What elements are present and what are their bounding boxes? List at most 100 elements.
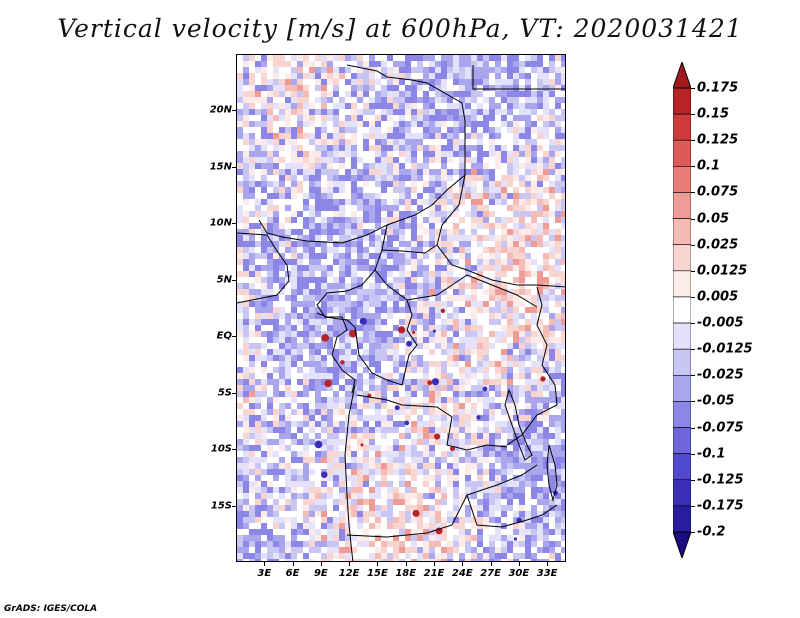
field-cell (393, 487, 400, 494)
field-cell (495, 439, 502, 446)
field-cell (537, 487, 544, 494)
field-cell (393, 199, 400, 206)
field-cell (285, 439, 292, 446)
field-cell (393, 259, 400, 266)
field-cell (255, 421, 262, 428)
field-cell (531, 217, 538, 224)
field-cell (537, 259, 544, 266)
field-cell (369, 439, 376, 446)
field-cell (363, 67, 370, 74)
field-cell (465, 241, 472, 248)
field-cell (351, 121, 358, 128)
field-cell (429, 133, 436, 140)
field-cell (477, 361, 484, 368)
field-cell (297, 517, 304, 524)
field-cell (381, 109, 388, 116)
field-cell (525, 175, 532, 182)
field-cell (519, 181, 526, 188)
field-cell (315, 391, 322, 398)
field-cell (339, 409, 346, 416)
field-cell (513, 139, 520, 146)
field-cell (513, 547, 520, 554)
field-cell (411, 361, 418, 368)
field-cell (249, 505, 256, 512)
field-cell (369, 205, 376, 212)
field-cell (483, 559, 490, 561)
field-cell (345, 265, 352, 272)
field-cell (561, 409, 565, 416)
field-cell (315, 187, 322, 194)
field-cell (525, 277, 532, 284)
field-cell (351, 109, 358, 116)
field-cell (375, 187, 382, 194)
field-cell (375, 301, 382, 308)
field-cell (243, 541, 250, 548)
field-cell (441, 313, 448, 320)
field-cell (363, 73, 370, 80)
field-cell (405, 211, 412, 218)
field-cell (243, 241, 250, 248)
field-cell (543, 511, 550, 518)
field-cell (537, 325, 544, 332)
field-cell (423, 301, 430, 308)
field-cell (405, 457, 412, 464)
field-cell (435, 133, 442, 140)
convective-core (431, 378, 440, 386)
field-cell (531, 451, 538, 458)
field-cell (303, 481, 310, 488)
field-cell (357, 151, 364, 158)
field-cell (309, 67, 316, 74)
field-cell (555, 91, 562, 98)
field-cell (357, 553, 364, 560)
field-cell (243, 391, 250, 398)
field-cell (237, 175, 244, 182)
field-cell (279, 313, 286, 320)
field-cell (333, 367, 340, 374)
field-cell (279, 481, 286, 488)
field-cell (369, 487, 376, 494)
field-cell (519, 331, 526, 338)
field-cell (447, 223, 454, 230)
field-cell (495, 223, 502, 230)
field-cell (465, 121, 472, 128)
field-cell (555, 337, 562, 344)
field-cell (507, 205, 514, 212)
field-cell (465, 469, 472, 476)
field-cell (477, 505, 484, 512)
field-cell (321, 487, 328, 494)
field-cell (513, 187, 520, 194)
field-cell (303, 169, 310, 176)
field-cell (561, 553, 565, 560)
field-cell (519, 265, 526, 272)
field-cell (369, 115, 376, 122)
field-cell (237, 505, 244, 512)
field-cell (393, 91, 400, 98)
field-cell (519, 67, 526, 74)
field-cell (327, 73, 334, 80)
field-cell (489, 361, 496, 368)
field-cell (453, 313, 460, 320)
field-cell (285, 397, 292, 404)
field-cell (477, 553, 484, 560)
field-cell (345, 397, 352, 404)
field-cell (561, 103, 565, 110)
field-cell (273, 541, 280, 548)
field-cell (495, 421, 502, 428)
field-cell (255, 463, 262, 470)
field-cell (501, 181, 508, 188)
field-cell (279, 79, 286, 86)
field-cell (369, 97, 376, 104)
field-cell (315, 139, 322, 146)
field-cell (375, 499, 382, 506)
field-cell (411, 211, 418, 218)
field-cell (327, 199, 334, 206)
field-cell (333, 421, 340, 428)
field-cell (321, 493, 328, 500)
colorbar-level-label: -0.005 (697, 315, 744, 331)
field-cell (369, 217, 376, 224)
field-cell (537, 385, 544, 392)
field-cell (501, 349, 508, 356)
field-cell (387, 217, 394, 224)
field-cell (303, 505, 310, 512)
field-cell (411, 67, 418, 74)
